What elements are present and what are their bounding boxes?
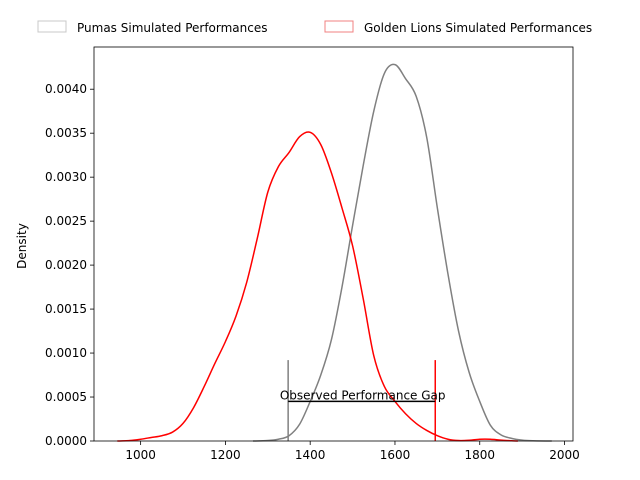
plot-area: Observed Performance Gap xyxy=(117,63,552,442)
y-tick-label: 0.0005 xyxy=(45,390,87,404)
y-tick-label: 0.0035 xyxy=(45,126,87,140)
legend-swatch-golden-lions xyxy=(324,20,354,33)
y-tick-label: 0.0000 xyxy=(45,434,87,448)
x-tick-label: 1200 xyxy=(210,448,241,462)
series-line-pumas xyxy=(252,63,552,442)
x-tick-label: 1800 xyxy=(464,448,495,462)
x-tick-label: 1400 xyxy=(295,448,326,462)
legend: Pumas Simulated Performances Golden Lions… xyxy=(37,20,592,35)
x-tick-label: 1000 xyxy=(125,448,156,462)
axes-frame xyxy=(93,46,574,442)
axes: 1000 1200 1400 1600 1800 2000 0.0000 0.0005 0.00… xyxy=(45,46,580,462)
legend-label-pumas: Pumas Simulated Performances xyxy=(77,21,268,35)
x-tick-label: 1600 xyxy=(380,448,411,462)
y-tick-label: 0.0030 xyxy=(45,170,87,184)
legend-swatch-pumas xyxy=(37,20,67,33)
x-tick-label: 2000 xyxy=(549,448,580,462)
gap-annotation-label: Observed Performance Gap xyxy=(280,388,446,402)
y-tick-label: 0.0015 xyxy=(45,302,87,316)
series-line-golden-lions xyxy=(117,131,518,442)
y-axis-label: Density xyxy=(15,223,29,269)
y-tick-label: 0.0020 xyxy=(45,258,87,272)
y-tick-label: 0.0025 xyxy=(45,214,87,228)
y-tick-label: 0.0040 xyxy=(45,82,87,96)
y-tick-label: 0.0010 xyxy=(45,346,87,360)
legend-label-golden-lions: Golden Lions Simulated Performances xyxy=(364,21,592,35)
